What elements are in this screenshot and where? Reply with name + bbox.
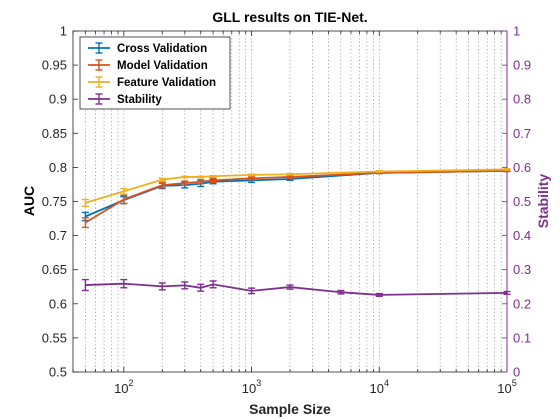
series-stability: [81, 278, 511, 297]
y-right-tick-label: 0.4: [513, 228, 531, 243]
chart-title: GLL results on TIE-Net.: [212, 9, 367, 25]
y-right-tick-label: 0.6: [513, 160, 531, 175]
y-left-tick-label: 0.9: [49, 92, 67, 107]
y-left-tick-label: 0.95: [42, 58, 67, 73]
y-left-tick-label: 0.75: [42, 194, 67, 209]
series-line: [85, 168, 508, 204]
y-axis-label-left: AUC: [21, 186, 37, 216]
x-tick-label: 104: [370, 378, 389, 396]
x-tick-label: 103: [242, 378, 261, 396]
y-right-tick-label: 0.1: [513, 330, 531, 345]
y-right-tick-label: 0.5: [513, 194, 531, 209]
y-left-tick-label: 0.65: [42, 262, 67, 277]
y-left-tick-label: 0.7: [49, 228, 67, 243]
y-right-tick-label: 0.2: [513, 296, 531, 311]
legend-item: Feature Validation: [88, 76, 216, 89]
legend-entries: Cross Validation Model Validation Feature …: [88, 42, 216, 106]
series-layer: [81, 168, 511, 297]
y-axis-label-right: Stability: [535, 174, 551, 229]
x-tick-label: 102: [114, 378, 133, 396]
legend-label: Feature Validation: [117, 77, 216, 89]
axes-layer: 102 103 104 1050.50.550.60.650.70.750.80.85…: [42, 24, 531, 397]
series-line: [84, 169, 508, 224]
y-right-tick-label: 0: [513, 365, 520, 380]
legend-item: Cross Validation: [88, 42, 207, 55]
x-tick-label: 105: [497, 378, 516, 396]
x-tick-label-base: 10: [497, 381, 511, 396]
y-left-tick-label: 0.5: [49, 365, 67, 380]
x-tick-label-exponent: 4: [384, 378, 389, 388]
y-right-tick-label: 0.8: [513, 92, 531, 107]
legend-label: Cross Validation: [117, 43, 207, 55]
legend-label: Model Validation: [117, 60, 208, 72]
x-tick-label-base: 10: [114, 381, 128, 396]
series-feature-validation: [81, 168, 511, 207]
x-tick-label-base: 10: [242, 381, 256, 396]
y-left-tick-label: 0.85: [42, 126, 67, 141]
y-right-tick-label: 0.7: [513, 126, 531, 141]
x-axis-label: Sample Size: [249, 401, 331, 417]
legend-box: [79, 36, 231, 110]
y-right-tick-label: 0.9: [513, 58, 531, 73]
x-tick-label-exponent: 3: [256, 378, 261, 388]
x-tick-label-base: 10: [370, 381, 384, 396]
y-left-tick-label: 0.55: [42, 330, 67, 345]
y-right-tick-label: 1: [513, 24, 520, 39]
y-left-tick-label: 1: [60, 24, 67, 39]
y-left-tick-label: 0.6: [49, 296, 67, 311]
y-left-tick-label: 0.8: [49, 160, 67, 175]
legend-label: Stability: [117, 94, 162, 106]
x-tick-label-exponent: 5: [512, 378, 517, 388]
y-right-tick-label: 0.3: [513, 262, 531, 277]
legend-item: Stability: [88, 93, 162, 106]
x-tick-label-exponent: 2: [129, 378, 134, 388]
legend: Cross Validation Model Validation Feature …: [79, 36, 231, 110]
legend-item: Model Validation: [88, 59, 208, 72]
